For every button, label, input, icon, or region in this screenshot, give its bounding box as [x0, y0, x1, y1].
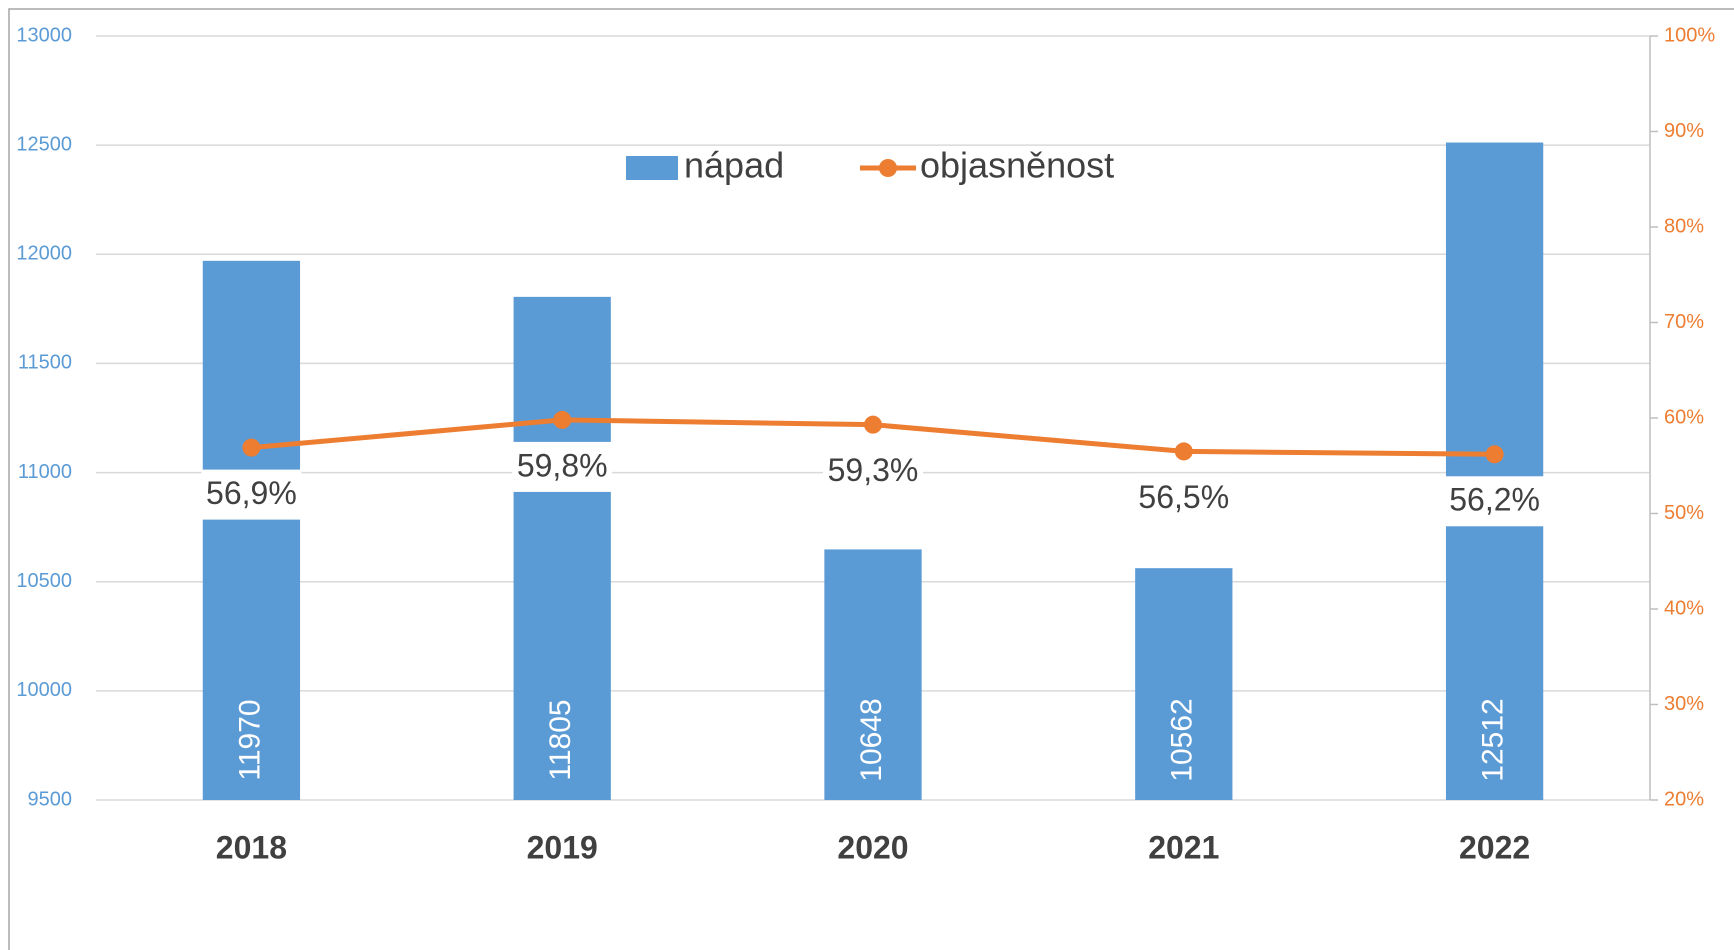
x-tick-label: 2021 [1148, 829, 1219, 865]
legend-label: nápad [684, 145, 784, 186]
bar [1445, 142, 1544, 800]
legend-swatch [626, 156, 678, 180]
y2-tick-label: 100% [1664, 24, 1715, 46]
data-label-box [1444, 476, 1545, 527]
x-tick-label: 2022 [1459, 829, 1530, 865]
y2-tick-label: 30% [1664, 693, 1704, 715]
data-label-box [823, 446, 923, 497]
x-tick-label: 2020 [837, 829, 908, 865]
y-tick-label: 10500 [16, 570, 72, 592]
line-value-label: 56,9% [206, 475, 297, 511]
legend-marker [879, 159, 897, 177]
y2-tick-label: 40% [1664, 597, 1704, 619]
bar [202, 260, 301, 800]
bar-value-label: 11805 [544, 699, 577, 780]
y2-tick-label: 80% [1664, 215, 1704, 237]
line-value-label: 56,5% [1138, 479, 1229, 515]
y-tick-label: 10000 [16, 679, 72, 701]
bar-value-label: 10562 [1166, 698, 1199, 781]
line-point [1485, 445, 1504, 464]
data-label-box [201, 469, 302, 520]
line-value-label: 59,3% [828, 452, 919, 488]
line-point [553, 410, 572, 429]
bar [1135, 568, 1233, 800]
y-tick-label: 11500 [18, 352, 72, 374]
legend-label: objasněnost [920, 145, 1114, 186]
y-tick-label: 9500 [28, 788, 73, 810]
line-value-label: 56,2% [1449, 482, 1540, 518]
x-tick-label: 2019 [527, 829, 598, 865]
y-tick-label: 12000 [16, 243, 72, 265]
bar [513, 296, 611, 800]
bar-value-label: 10648 [855, 698, 888, 781]
y2-tick-label: 60% [1664, 406, 1704, 428]
line-point [1174, 442, 1193, 461]
y2-tick-label: 90% [1664, 120, 1704, 142]
y2-tick-label: 20% [1664, 788, 1704, 810]
chart-frame [8, 8, 1734, 950]
bar-value-label: 12512 [1477, 698, 1510, 781]
y-tick-label: 13000 [16, 24, 72, 46]
y2-tick-label: 70% [1664, 311, 1704, 333]
y-tick-label: 12500 [16, 133, 72, 155]
data-label-box [512, 441, 613, 492]
data-label-box [1133, 473, 1234, 524]
line-value-label: 59,8% [517, 447, 608, 483]
line-point [864, 415, 882, 434]
line-point [242, 438, 261, 457]
bar [824, 549, 922, 800]
y-tick-label: 11000 [18, 461, 72, 483]
bar-value-label: 11970 [233, 699, 266, 780]
x-tick-label: 2018 [216, 829, 287, 865]
y2-tick-label: 50% [1664, 502, 1704, 524]
